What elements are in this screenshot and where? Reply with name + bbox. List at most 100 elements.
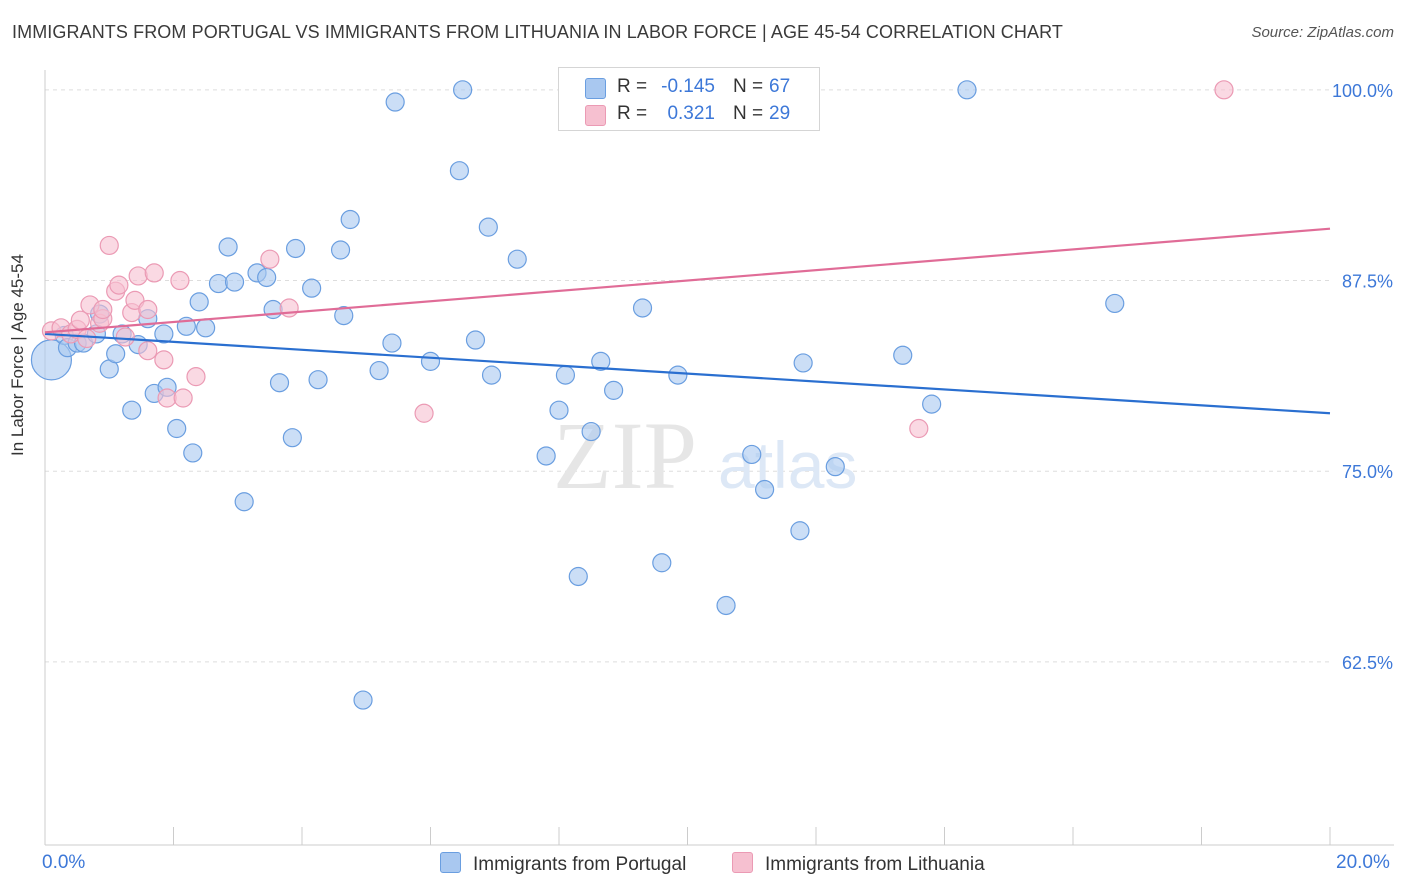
lithuania-points (41, 80, 1234, 439)
portugal-point (154, 324, 174, 344)
portugal-point (453, 80, 473, 100)
portugal-point (754, 479, 775, 500)
portugal-point (742, 444, 762, 465)
n-label: N = (733, 76, 764, 97)
portugal-point (106, 344, 126, 364)
portugal-point (218, 237, 238, 257)
lithuania-point (186, 367, 206, 387)
portugal-point (263, 299, 283, 320)
portugal-point (302, 278, 322, 298)
lithuania-point (170, 270, 190, 291)
n-value: 29 (769, 103, 791, 124)
portugal-point (340, 209, 360, 230)
portugal-point (234, 492, 254, 512)
portugal-point (465, 330, 486, 350)
portugal-swatch (440, 852, 461, 873)
y-tick-label: 75.0% (1342, 462, 1393, 482)
lithuania-point (77, 328, 97, 349)
n-value: 67 (769, 76, 791, 97)
portugal-point (334, 306, 354, 326)
portugal-point (353, 690, 373, 710)
portugal-point (668, 365, 688, 385)
portugal-point (330, 240, 351, 260)
lithuania-point (909, 418, 929, 439)
portugal-point (793, 353, 813, 373)
y-tick-label: 87.5% (1342, 272, 1393, 292)
portugal-swatch (585, 78, 606, 99)
portugal-point (308, 370, 328, 390)
portugal-point (385, 92, 405, 112)
portugal-trend-line (44, 332, 1331, 415)
portugal-point (369, 360, 389, 381)
lithuania-point (138, 299, 158, 320)
portugal-point (568, 566, 588, 587)
watermark: ZIP atlas (553, 402, 857, 509)
lithuania-trend-line (44, 227, 1331, 334)
x-tick-label-min: 0.0% (42, 852, 86, 873)
r-label: R = (617, 76, 648, 97)
portugal-point (478, 217, 498, 237)
lithuania-point (93, 299, 113, 320)
correlation-legend: R = -0.145 N = 67 R = 0.321 N = 29 (558, 67, 820, 131)
y-tick-label: 100.0% (1332, 81, 1393, 101)
portugal-point (282, 428, 302, 448)
portugal-point (507, 249, 527, 269)
portugal-point (122, 400, 142, 420)
y-tick-labels: 62.5% 75.0% 87.5% 100.0% (1332, 81, 1393, 673)
lithuania-point (144, 263, 164, 283)
portugal-point (555, 365, 576, 385)
portugal-points (30, 80, 1125, 710)
trend-lines (44, 227, 1331, 415)
portugal-point (922, 394, 942, 414)
axes (44, 70, 1394, 846)
lithuania-point (99, 235, 119, 256)
portugal-point (224, 272, 245, 292)
lithuania-point (109, 275, 129, 295)
portugal-point (481, 365, 502, 385)
portugal-point (208, 273, 229, 294)
portugal-point (269, 373, 290, 393)
portugal-point (189, 292, 209, 312)
watermark-zip: ZIP (553, 402, 697, 509)
portugal-point (257, 267, 277, 288)
r-value: 0.321 (667, 103, 715, 124)
portugal-point (716, 595, 736, 616)
legend-item-lithuania: Immigrants from Lithuania (732, 852, 985, 876)
portugal-point (957, 80, 977, 100)
portugal-point (382, 333, 402, 353)
x-tick-label-max: 20.0% (1336, 852, 1390, 873)
portugal-point (1105, 293, 1125, 314)
portugal-point (581, 421, 601, 442)
legend-label-portugal: Immigrants from Portugal (473, 854, 687, 875)
portugal-point (790, 521, 810, 541)
grid-lines (45, 89, 1330, 663)
source-label: Source: ZipAtlas.com (1251, 24, 1394, 41)
portugal-point (420, 351, 441, 371)
r-label: R = (617, 103, 648, 124)
lithuania-point (154, 350, 174, 370)
portugal-point (632, 298, 653, 318)
lithuania-swatch (585, 105, 606, 126)
lithuania-point (1214, 80, 1234, 100)
portugal-point (893, 345, 913, 365)
portugal-point (449, 161, 470, 181)
portugal-point (196, 318, 216, 338)
legend-label-lithuania: Immigrants from Lithuania (765, 854, 985, 875)
portugal-point (183, 443, 203, 463)
portugal-point (591, 351, 611, 371)
lithuania-point (173, 388, 193, 408)
chart-title: IMMIGRANTS FROM PORTUGAL VS IMMIGRANTS F… (12, 22, 1063, 42)
portugal-point (167, 418, 187, 439)
lithuania-swatch (732, 852, 753, 873)
y-tick-label: 62.5% (1342, 653, 1393, 673)
portugal-point (285, 238, 306, 259)
lithuania-point (115, 327, 135, 347)
lithuania-point (138, 341, 158, 361)
portugal-point (549, 400, 569, 420)
lithuania-point (414, 403, 434, 423)
legend-item-portugal: Immigrants from Portugal (440, 852, 686, 876)
portugal-point (652, 553, 672, 573)
portugal-point (604, 380, 624, 400)
lithuania-point (260, 249, 280, 269)
